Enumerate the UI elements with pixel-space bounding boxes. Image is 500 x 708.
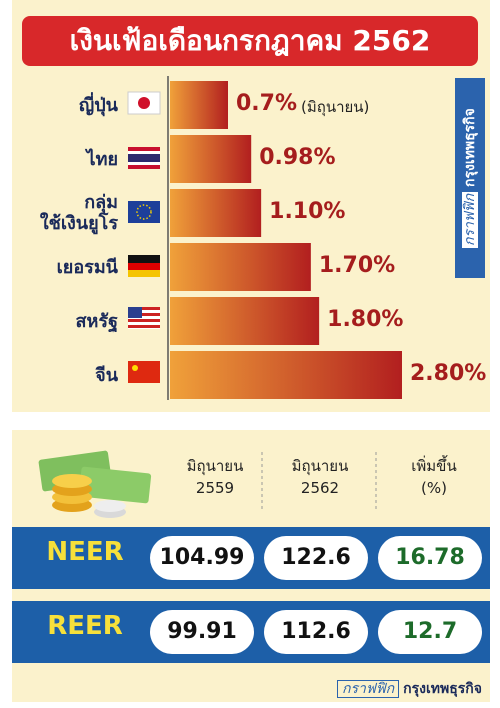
table-cell: 122.6	[264, 536, 368, 580]
table-cell: 12.7	[378, 610, 482, 654]
category-label: ญี่ปุ่น	[78, 94, 118, 116]
category-label: สหรัฐ	[75, 310, 118, 332]
title-banner	[22, 16, 478, 66]
bar	[170, 351, 402, 399]
value-label: 1.80%	[327, 307, 404, 332]
chart-title: เงินเฟ้อเดือนกรกฎาคม 2562	[69, 24, 431, 57]
column-header: มิถุนายน 2559	[186, 457, 244, 497]
side-credit: กราฟฟิก กรุงเทพธุรกิจ	[455, 78, 485, 278]
bar	[170, 81, 228, 129]
category-label: กลุ่ม ใช้เงินยูโร	[39, 192, 118, 234]
bar	[170, 189, 262, 237]
flag-eu	[128, 201, 160, 223]
credit-source: กรุงเทพธุรกิจ	[403, 681, 482, 697]
table-cell: 99.91	[150, 610, 254, 654]
flag-germany	[128, 255, 160, 277]
row-label: NEER	[46, 537, 124, 567]
flag-usa	[128, 307, 160, 329]
category-label: จีน	[95, 364, 118, 386]
bar	[170, 135, 252, 183]
table-cell: 104.99	[150, 536, 254, 580]
row-label: REER	[47, 611, 123, 641]
value-label: 0.98%	[259, 145, 336, 170]
value-label: 1.10%	[269, 199, 346, 224]
credit-source: กรุงเทพธุรกิจ	[462, 108, 478, 187]
credit-label: กราฟฟิก	[337, 680, 400, 698]
value-label: 0.7%	[236, 91, 298, 116]
flag-japan	[127, 91, 161, 115]
column-header: มิถุนายน 2562	[291, 457, 349, 497]
category-label: ไทย	[86, 148, 118, 170]
column-header: เพิ่มขึ้น (%)	[411, 457, 457, 497]
flag-thailand	[128, 147, 160, 169]
bar	[170, 243, 311, 291]
category-label: เยอรมนี	[56, 256, 118, 278]
table-cell: 112.6	[264, 610, 368, 654]
flag-china	[128, 361, 160, 383]
value-label: 1.70%	[318, 253, 396, 278]
value-label: 2.80%	[410, 361, 487, 386]
table-cell: 16.78	[378, 536, 482, 580]
credit: กราฟฟิก กรุงเทพธุรกิจ	[337, 676, 482, 702]
credit-label: กราฟฟิก	[462, 191, 478, 248]
money-icon	[38, 450, 152, 518]
bar	[170, 297, 320, 345]
annotation: (มิถุนายน)	[301, 98, 370, 116]
